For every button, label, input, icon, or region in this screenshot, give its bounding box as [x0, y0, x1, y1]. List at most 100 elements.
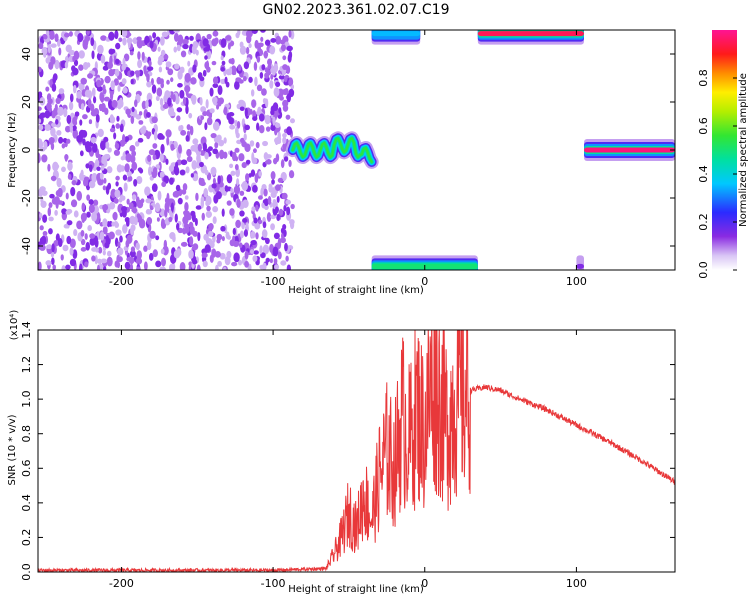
noise-speck — [225, 35, 232, 41]
noise-speck — [205, 210, 212, 218]
noise-speck — [200, 198, 205, 209]
noise-speck — [61, 166, 66, 173]
noise-speck — [102, 84, 106, 93]
noise-speck — [82, 114, 88, 120]
noise-speck — [165, 61, 172, 68]
noise-speck — [115, 229, 122, 236]
noise-speck — [262, 262, 267, 270]
noise-speck — [146, 217, 153, 225]
noise-speck — [50, 56, 56, 65]
noise-speck — [46, 102, 52, 111]
noise-speck — [279, 95, 284, 101]
noise-speck — [100, 35, 107, 41]
noise-speck — [189, 35, 194, 41]
noise-speck — [272, 68, 276, 76]
noise-speck — [65, 210, 71, 215]
noise-speck — [47, 43, 51, 54]
noise-speck — [173, 46, 178, 53]
noise-speck — [166, 192, 170, 203]
noise-speck — [204, 55, 208, 60]
noise-speck — [182, 43, 189, 50]
noise-speck — [126, 198, 130, 205]
noise-speck — [41, 235, 47, 246]
noise-speck — [282, 55, 287, 61]
y-tick-label: 40 — [20, 47, 33, 61]
noise-speck — [289, 221, 295, 230]
noise-speck — [52, 161, 59, 172]
noise-speck — [51, 110, 55, 118]
noise-speck — [276, 213, 280, 222]
noise-speck — [180, 159, 188, 166]
noise-speck — [252, 184, 258, 193]
noise-speck — [262, 244, 270, 255]
noise-speck — [52, 264, 57, 270]
noise-speck — [97, 128, 104, 138]
noise-speck — [41, 190, 48, 196]
noise-speck — [274, 137, 279, 145]
noise-speck — [222, 190, 227, 196]
noise-speck — [184, 195, 189, 200]
noise-speck — [197, 231, 201, 242]
noise-speck — [185, 87, 189, 97]
noise-speck — [250, 239, 257, 246]
noise-speck — [281, 192, 288, 200]
noise-speck — [46, 93, 52, 102]
noise-speck — [124, 163, 130, 173]
noise-speck — [203, 188, 209, 198]
noise-speck — [91, 87, 96, 98]
noise-speck — [216, 238, 221, 244]
noise-speck — [278, 107, 282, 114]
noise-speck — [290, 203, 295, 210]
noise-speck — [134, 70, 141, 75]
noise-speck — [130, 224, 136, 232]
noise-speck — [88, 180, 96, 189]
noise-speck — [159, 97, 164, 107]
x-tick-label: -200 — [109, 275, 134, 288]
noise-speck — [149, 230, 156, 239]
noise-speck — [161, 218, 165, 226]
noise-speck — [44, 124, 51, 131]
noise-speck — [245, 159, 251, 165]
noise-speck — [99, 92, 105, 102]
noise-speck — [38, 153, 41, 163]
noise-speck — [242, 199, 249, 209]
noise-speck — [96, 79, 102, 88]
noise-speck — [286, 126, 293, 136]
noise-speck — [243, 133, 247, 141]
noise-speck — [129, 51, 134, 56]
noise-speck — [72, 67, 79, 76]
noise-speck — [200, 106, 207, 113]
noise-speck — [230, 57, 235, 65]
noise-speck — [196, 264, 201, 270]
colorbar-tick-label: 0.8 — [697, 69, 710, 87]
noise-speck — [190, 144, 197, 152]
noise-speck — [176, 107, 183, 113]
noise-speck — [192, 243, 199, 251]
noise-speck — [156, 87, 163, 97]
noise-speck — [133, 178, 138, 187]
noise-speck — [185, 134, 190, 142]
noise-speck — [115, 123, 121, 129]
noise-speck — [72, 55, 76, 63]
noise-speck — [228, 117, 234, 125]
snr-panel: -200 -100 0 100 0.0 0.2 0.4 0.6 0.8 1.0 1.2 1.4 He… — [7, 310, 676, 595]
noise-speck — [212, 121, 220, 131]
colorbar: 0.0 0.2 0.4 0.6 0.8 Normalized spectral ampl… — [697, 30, 749, 279]
noise-speck — [102, 204, 109, 211]
noise-speck — [102, 250, 106, 256]
noise-speck — [100, 165, 105, 171]
noise-speck — [122, 57, 126, 67]
y-tick-label: 20 — [20, 95, 33, 109]
noise-speck — [73, 210, 79, 218]
noise-speck — [136, 250, 143, 260]
noise-speck — [229, 208, 235, 216]
noise-speck — [239, 45, 247, 55]
noise-speck — [224, 255, 231, 266]
noise-speck — [134, 141, 140, 147]
noise-speck — [235, 132, 240, 139]
noise-speck — [103, 96, 111, 102]
noise-speck — [263, 50, 268, 59]
noise-speck — [251, 30, 258, 35]
noise-speck — [165, 129, 172, 138]
